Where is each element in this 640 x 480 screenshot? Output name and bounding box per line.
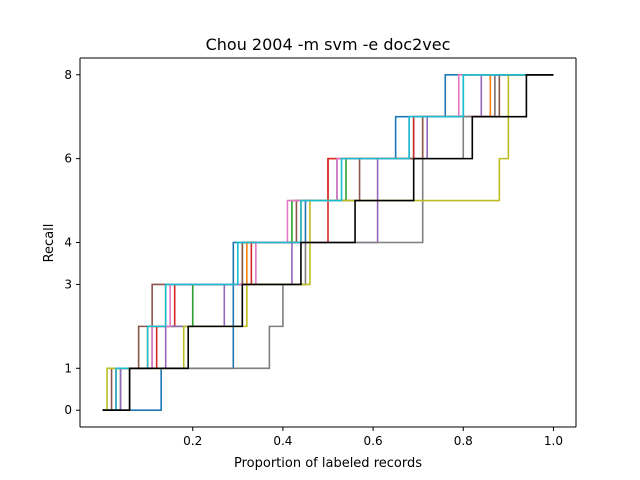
- x-tick-label: 0.8: [454, 434, 473, 448]
- y-axis-ticks: 0 1 3 4 6 8: [64, 68, 80, 417]
- x-tick-label: 0.4: [273, 434, 292, 448]
- series-line-11: [102, 73, 554, 412]
- y-tick-label: 6: [64, 152, 72, 166]
- y-tick-label: 3: [64, 277, 72, 291]
- x-axis-ticks: 0.2 0.4 0.6 0.8 1.0: [183, 427, 563, 448]
- y-tick-label: 8: [64, 68, 72, 82]
- y-tick-label: 0: [64, 403, 72, 417]
- series-group: [102, 73, 554, 412]
- y-tick-label: 1: [64, 361, 72, 375]
- y-tick-label: 4: [64, 236, 72, 250]
- x-tick-label: 0.6: [364, 434, 383, 448]
- y-axis-label: Recall: [42, 224, 57, 263]
- x-axis-label: Proportion of labeled records: [234, 456, 422, 471]
- plot-area: [79, 57, 577, 428]
- x-tick-label: 1.0: [544, 434, 563, 448]
- x-tick-label: 0.2: [183, 434, 202, 448]
- chart-title: Chou 2004 -m svm -e doc2vec: [206, 35, 451, 54]
